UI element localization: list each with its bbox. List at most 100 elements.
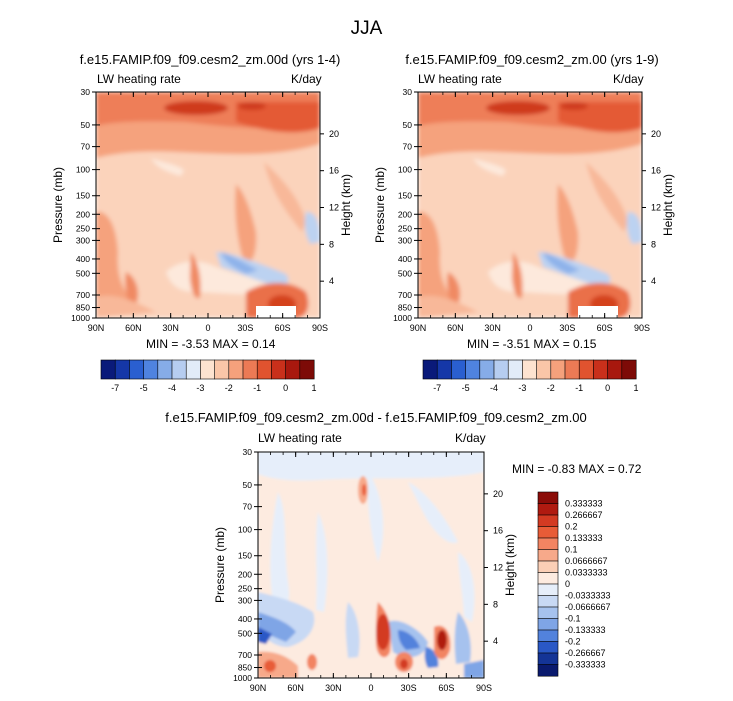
y2-axis-title: Height (km) [661,174,675,236]
y2-axis-title: Height (km) [503,534,517,596]
x-tick-label: 60N [447,323,464,333]
colorbar-swatch [507,359,523,380]
colorbar-swatch [537,652,559,665]
colorbar-label: 0.1 [565,545,578,555]
colorbar-swatch [143,359,159,380]
y-tick-label: 500 [398,268,412,278]
colorbar-swatch [536,359,552,380]
colorbar-swatch [285,359,301,380]
colorbar-swatch [214,359,230,380]
y2-tick-label: 4 [493,636,498,646]
y-tick-label: 400 [238,614,252,624]
y-tick-label: 250 [238,584,252,594]
y-tick-label: 150 [76,191,90,201]
y-tick-label: 100 [398,165,412,175]
colorbar-label: 0 [565,579,570,589]
colorbar-label: -3 [196,383,204,393]
x-tick-label: 90N [250,683,267,693]
colorbar-swatch [479,359,495,380]
colorbar-label: 0.2 [565,522,578,532]
y-tick-label: 500 [238,628,252,638]
colorbar-swatch [185,359,201,380]
y2-tick-label: 4 [329,276,334,286]
colorbar-swatch [537,549,559,562]
colorbar-swatch [593,359,609,380]
colorbar-label: -0.333333 [565,660,606,670]
colorbar-swatch [537,595,559,608]
colorbar-label: -2 [225,383,233,393]
y-tick-label: 30 [243,447,253,457]
colorbar-swatch [537,514,559,527]
x-tick-label: 30S [401,683,417,693]
x-tick-label: 0 [527,323,532,333]
x-tick-label: 30S [237,323,253,333]
y-tick-label: 1000 [233,673,252,683]
colorbar-swatch [621,359,637,380]
colorbar-label: -4 [168,383,176,393]
colorbar-label: 0 [605,383,610,393]
colorbar-label: -3 [518,383,526,393]
variable-label: LW heating rate [258,431,342,445]
heatmap-field [258,452,484,678]
colorbar-label: 0 [283,383,288,393]
y-tick-label: 70 [243,502,253,512]
y-tick-label: 50 [403,120,413,130]
colorbar-swatch [537,526,559,539]
colorbar-swatch [564,359,580,380]
x-tick-label: 90S [634,323,650,333]
y2-tick-label: 8 [493,599,498,609]
figure-title: JJA [350,18,383,39]
y-tick-label: 400 [76,254,90,264]
y2-tick-label: 16 [651,166,661,176]
colorbar-swatch [578,359,594,380]
y-tick-label: 850 [398,303,412,313]
colorbar-label: 0.133333 [565,533,603,543]
y-axis-title: Pressure (mb) [213,527,227,603]
x-tick-label: 0 [205,323,210,333]
colorbar-swatch [114,359,130,380]
colorbar-swatch [522,359,538,380]
y-tick-label: 500 [76,268,90,278]
y-tick-label: 1000 [71,313,90,323]
colorbar-label: -5 [140,383,148,393]
colorbar-swatch [451,359,467,380]
y-tick-label: 200 [398,209,412,219]
variable-label: LW heating rate [97,72,181,86]
colorbar-label: -0.266667 [565,648,606,658]
y2-tick-label: 12 [493,563,503,573]
colorbar-swatch [171,359,187,380]
colorbar-label: -7 [111,383,119,393]
x-tick-label: 60S [275,323,291,333]
y-tick-label: 100 [76,165,90,175]
y-tick-label: 50 [81,120,91,130]
colorbar-swatch [299,359,315,380]
y2-tick-label: 20 [329,129,339,139]
colorbar-label: 0.333333 [565,499,603,509]
units-label: K/day [613,72,644,86]
y-tick-label: 30 [81,87,91,97]
y-tick-label: 250 [76,224,90,234]
y-tick-label: 30 [403,87,413,97]
x-tick-label: 30N [484,323,501,333]
colorbar-swatch [537,537,559,550]
colorbar-label: -4 [490,383,498,393]
x-tick-label: 90S [312,323,328,333]
y-tick-label: 850 [76,303,90,313]
colorbar-swatch [537,641,559,654]
units-label: K/day [291,72,322,86]
colorbar-swatch [537,664,559,677]
x-tick-label: 60N [125,323,142,333]
x-tick-label: 30N [162,323,179,333]
heatmap-field [96,92,320,318]
colorbar-label: -0.2 [565,637,581,647]
y-axis-title: Pressure (mb) [51,167,65,243]
y-tick-label: 100 [238,525,252,535]
y2-tick-label: 8 [329,239,334,249]
y2-tick-label: 8 [651,239,656,249]
panel-title: f.e15.FAMIP.f09_f09.cesm2_zm.00d (yrs 1-… [79,52,341,67]
colorbar-label: 0.266667 [565,510,603,520]
colorbar-swatch [607,359,623,380]
y-tick-label: 300 [76,235,90,245]
y2-tick-label: 20 [493,489,503,499]
panel-title: f.e15.FAMIP.f09_f09.cesm2_zm.00 (yrs 1-9… [405,52,659,67]
